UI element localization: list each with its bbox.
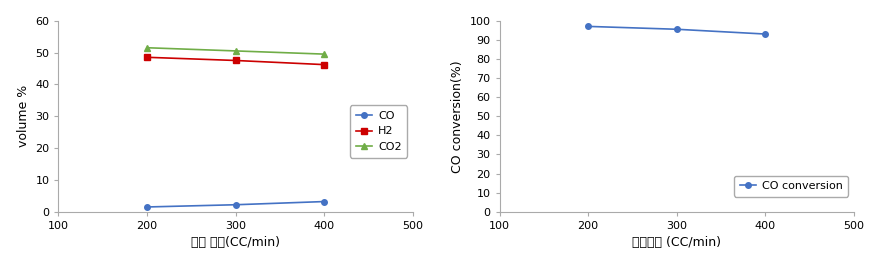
X-axis label: 유량변화 (CC/min): 유량변화 (CC/min) xyxy=(633,236,722,249)
CO xyxy=(319,200,329,203)
X-axis label: 전체 유량(CC/min): 전체 유량(CC/min) xyxy=(191,236,280,249)
H2 xyxy=(319,63,329,66)
Line: CO: CO xyxy=(144,199,327,210)
Line: H2: H2 xyxy=(144,55,327,67)
H2 xyxy=(142,56,152,59)
CO conversion xyxy=(760,32,771,36)
CO2 xyxy=(142,46,152,49)
CO xyxy=(230,203,241,206)
Line: CO conversion: CO conversion xyxy=(585,24,768,37)
CO conversion xyxy=(671,28,682,31)
Legend: CO conversion: CO conversion xyxy=(734,176,848,197)
CO2 xyxy=(230,49,241,52)
Y-axis label: volume %: volume % xyxy=(17,85,30,147)
Line: CO2: CO2 xyxy=(144,44,328,57)
CO xyxy=(142,205,152,209)
Y-axis label: CO conversion(%): CO conversion(%) xyxy=(451,60,464,173)
Legend: CO, H2, CO2: CO, H2, CO2 xyxy=(350,105,407,158)
CO2 xyxy=(319,52,329,56)
H2 xyxy=(230,59,241,62)
CO conversion xyxy=(583,25,594,28)
